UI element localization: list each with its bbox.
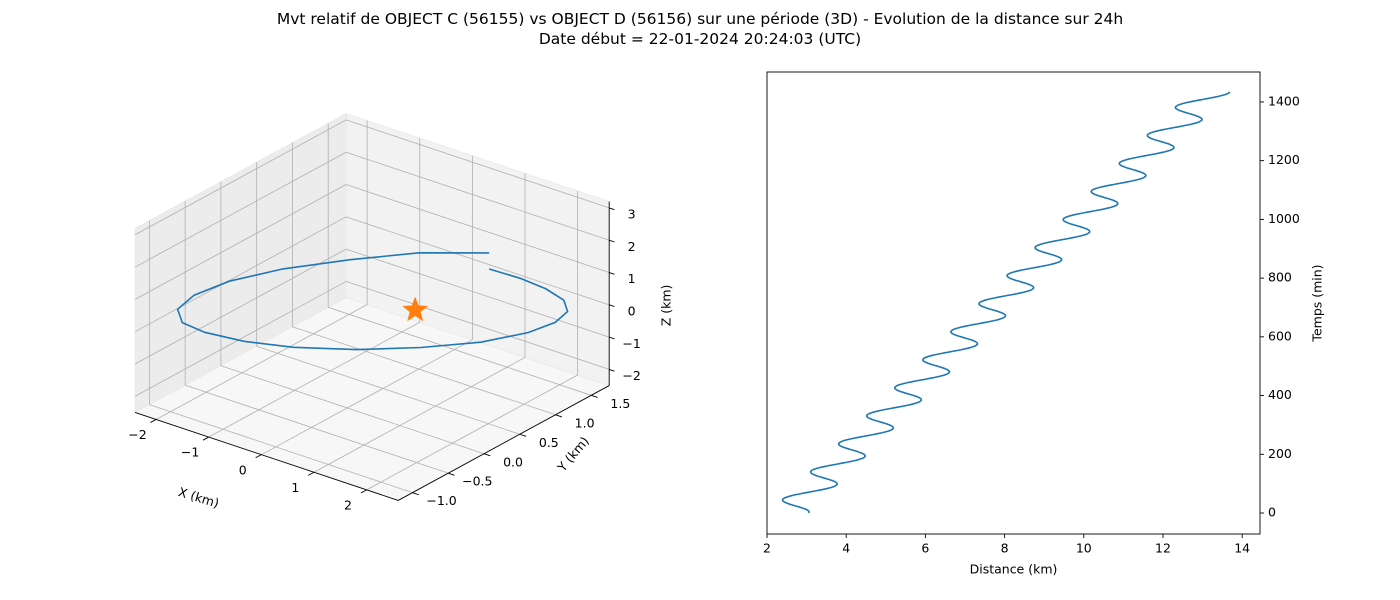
- grid-line: [345, 248, 610, 338]
- grid-line: [345, 216, 610, 306]
- x-tick-label: 12: [1155, 541, 1171, 556]
- z-tick-label: 3: [628, 207, 636, 222]
- grid-line: [134, 281, 347, 397]
- relative-trajectory-line: [176, 251, 569, 351]
- x-axis-line: [134, 411, 399, 501]
- z-tick-mark: [609, 336, 615, 340]
- x-tick-label: 4: [842, 541, 850, 556]
- y-axis-line: [397, 385, 610, 501]
- grid-line: [134, 119, 347, 236]
- z-tick-label: 1: [628, 271, 636, 286]
- y-tick-label: 400: [1268, 387, 1292, 402]
- y-tick-mark: [519, 433, 527, 437]
- x-tick-label: 14: [1234, 541, 1250, 556]
- y-tick-label: 1200: [1268, 152, 1300, 167]
- grid-line: [220, 365, 485, 455]
- y-tick-label: 1000: [1268, 211, 1300, 226]
- y-tick-mark: [591, 394, 598, 398]
- z-tick-mark: [609, 207, 615, 211]
- x-tick-mark: [150, 419, 157, 423]
- y-tick-label: 200: [1268, 446, 1292, 461]
- y-tick-mark: [555, 414, 562, 418]
- x-axis-label: X (km): [177, 484, 221, 511]
- y-tick-label: 0: [1268, 505, 1276, 520]
- origin-star-marker: [402, 296, 429, 322]
- y-axis-label: Y (km): [554, 434, 592, 476]
- grid-line: [134, 184, 347, 300]
- x-tick-label: 2: [763, 541, 771, 556]
- y-tick-mark: [412, 492, 419, 496]
- z-tick-mark: [609, 272, 615, 275]
- grid-line: [134, 248, 347, 365]
- y-tick-mark: [448, 472, 455, 476]
- y-tick-label: 1.5: [610, 396, 630, 411]
- x-tick-label: −2: [128, 427, 146, 442]
- x-tick-label: 2: [344, 497, 352, 512]
- grid-line: [185, 384, 449, 474]
- y-tick-label: 800: [1268, 270, 1292, 285]
- z-tick-mark: [609, 304, 615, 308]
- x-tick-mark: [360, 489, 367, 494]
- y-tick-label: 600: [1268, 328, 1292, 343]
- grid-line: [149, 404, 413, 494]
- grid-line: [292, 326, 556, 416]
- grid-line: [134, 216, 347, 333]
- y-tick-label: 0.5: [539, 435, 559, 450]
- grid-line: [155, 304, 368, 420]
- grid-line: [313, 357, 526, 473]
- z-axis-label: Z (km): [659, 285, 674, 327]
- x-tick-label: −1: [181, 445, 199, 460]
- x-tick-mark: [202, 436, 209, 441]
- plot-3d-relative-motion: −2 −1 0 1 2 −1.0 −0.5 0.0 0.5 1.0 1.5 −2 −1 0 1 2 3 X (km…: [128, 112, 674, 512]
- y-tick-mark: [483, 453, 491, 457]
- y-tick-label: −1.0: [426, 493, 456, 508]
- y-tick-label: 1400: [1268, 93, 1300, 108]
- axes-frame: [766, 71, 1261, 535]
- plot-distance-vs-time: 2 4 6 8 10 12 14 0 200 400 600 800 1000 1200 1400 Dista…: [763, 71, 1325, 577]
- grid-line: [134, 151, 347, 268]
- z-tick-label: −2: [622, 368, 640, 383]
- y-tick-label: 1.0: [575, 415, 595, 430]
- z-tick-label: 2: [628, 239, 636, 254]
- x-tick-label: 10: [1076, 541, 1092, 556]
- z-tick-mark: [609, 239, 615, 243]
- x-tick-label: 6: [921, 541, 929, 556]
- y-axis-label: Temps (min): [1310, 264, 1325, 342]
- grid-line: [366, 374, 578, 491]
- grid-line: [345, 119, 610, 209]
- x-tick-label: 8: [1001, 541, 1009, 556]
- y-tick-label: 0.0: [503, 454, 523, 469]
- y-tick-label: −0.5: [462, 474, 492, 489]
- x-tick-label: 0: [239, 462, 247, 477]
- grid-line: [261, 339, 473, 456]
- grid-line: [345, 184, 610, 273]
- z-tick-mark: [609, 369, 615, 372]
- x-tick-mark: [255, 454, 262, 459]
- z-tick-label: −1: [622, 336, 640, 351]
- grid-line: [256, 345, 520, 435]
- x-axis-label: Distance (km): [970, 562, 1058, 577]
- x-tick-mark: [308, 471, 315, 476]
- x-tick-label: 1: [291, 480, 299, 495]
- chart-title-line-2: Date début = 22-01-2024 20:24:03 (UTC): [538, 30, 862, 48]
- grid-line: [345, 151, 610, 241]
- grid-line: [328, 306, 592, 396]
- distance-series-line: [781, 91, 1231, 514]
- grid-line: [345, 281, 610, 370]
- grid-line: [208, 321, 420, 438]
- z-tick-label: 0: [628, 303, 636, 318]
- chart-title-line-1: Mvt relatif de OBJECT C (56155) vs OBJEC…: [276, 10, 1124, 28]
